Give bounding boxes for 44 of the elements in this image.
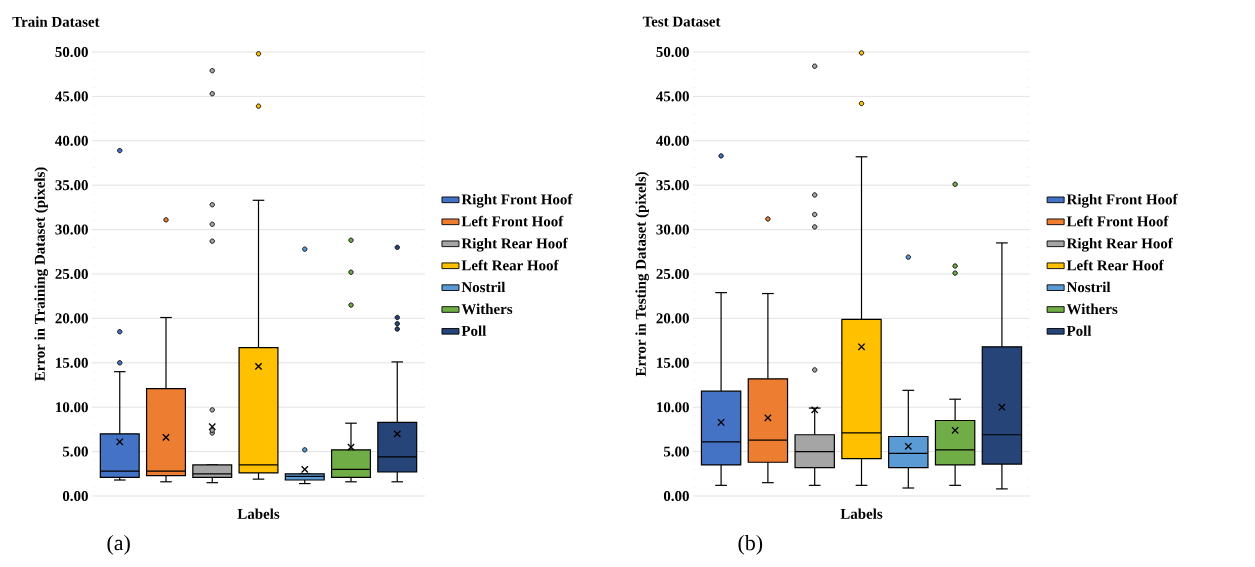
y-tick-label: 20.00 <box>656 313 689 324</box>
legend-label: Right Front Hoof <box>461 193 573 208</box>
y-tick-label: 40.00 <box>55 135 88 146</box>
legend-label: Withers <box>461 303 513 315</box>
y-tick-label: 10.00 <box>56 402 88 413</box>
y-tick-label: 25.00 <box>55 268 88 280</box>
legend-label: Left Front Hoof <box>461 215 564 227</box>
legend-label: Poll <box>461 325 487 336</box>
legend-label: Left Rear Hoof <box>461 259 559 271</box>
legend-label: Left Rear Hoof <box>1066 259 1164 271</box>
y-tick-label: 50.00 <box>656 46 689 58</box>
y-tick-label: 45.00 <box>55 91 88 102</box>
y-tick-label: 25.00 <box>656 268 689 280</box>
y-tick-label: 30.00 <box>55 224 88 235</box>
text: (a) <box>107 534 130 555</box>
y-tick-label: 15.00 <box>56 357 88 368</box>
y-tick-label: 50.00 <box>55 46 88 58</box>
chart-title: Train Dataset <box>12 16 100 27</box>
y-tick-label: 20.00 <box>55 313 88 324</box>
y-tick-label: 30.00 <box>656 224 689 235</box>
y-tick-label: 35.00 <box>656 180 689 191</box>
chart-title: Test Dataset <box>642 16 721 27</box>
y-axis-title: Error in Testing Dataset (pixels) <box>635 172 650 377</box>
x-axis-title: Labels <box>840 508 883 519</box>
y-tick-label: 45.00 <box>656 91 689 102</box>
y-axis-title: Error in Training Dataset (pixels) <box>34 167 49 381</box>
legend-label: Nostril <box>1066 281 1111 293</box>
legend-label: Left Front Hoof <box>1066 215 1169 227</box>
legend-label: Poll <box>1066 325 1092 336</box>
y-tick-label: 0.00 <box>663 490 689 502</box>
legend-label: Right Front Hoof <box>1066 193 1178 208</box>
y-tick-label: 0.00 <box>62 490 88 502</box>
y-tick-label: 35.00 <box>55 180 88 191</box>
legend-label: Right Rear Hoof <box>1066 237 1173 252</box>
x-axis-title: Labels <box>237 508 280 519</box>
y-tick-label: 15.00 <box>657 357 689 368</box>
legend-label: Nostril <box>461 281 506 293</box>
y-tick-label: 40.00 <box>656 135 689 146</box>
legend-label: Withers <box>1066 303 1118 315</box>
y-tick-label: 10.00 <box>657 402 689 413</box>
y-tick-label: 5.00 <box>663 446 689 457</box>
legend-label: Right Rear Hoof <box>461 237 568 252</box>
y-tick-label: 5.00 <box>62 446 88 457</box>
text: (b) <box>738 534 763 555</box>
